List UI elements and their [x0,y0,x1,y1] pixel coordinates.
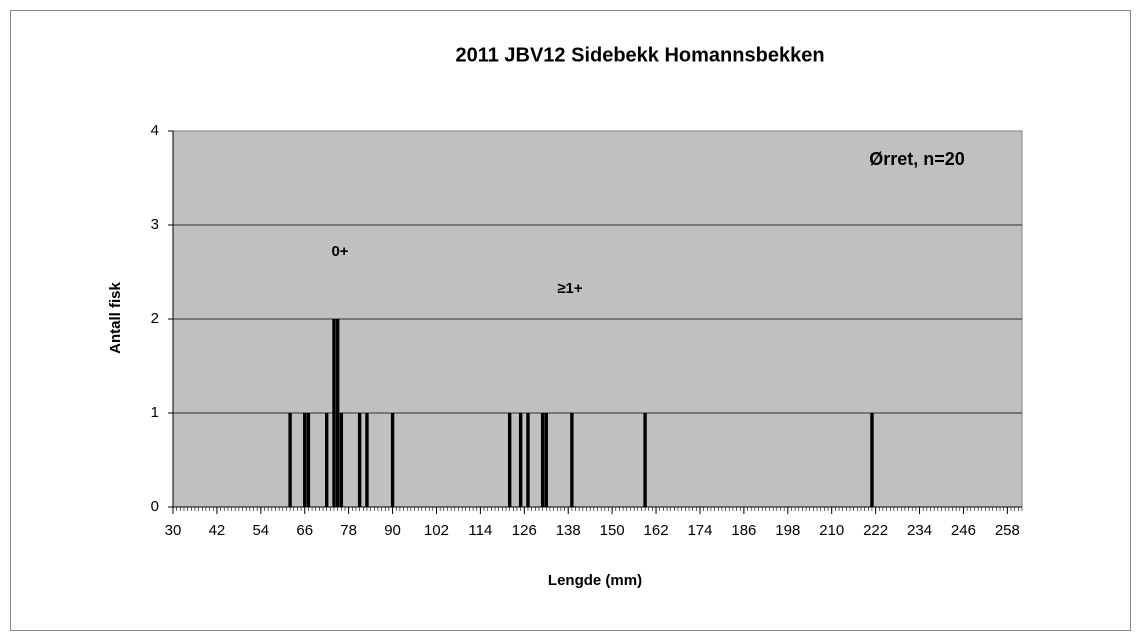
bar [870,413,874,507]
annotation: 0+ [331,243,348,260]
bar [288,413,292,507]
bar [335,319,340,507]
x-tick-label: 258 [995,522,1020,539]
x-tick-label: 102 [424,522,449,539]
x-tick-label: 30 [165,522,182,539]
x-tick-label: 114 [468,522,492,539]
x-tick-label: 126 [512,522,537,539]
bar [526,413,530,507]
bar [339,413,344,507]
bar [643,413,647,507]
bar [357,413,362,507]
bar [390,413,395,507]
annotation: Ørret, n=20 [869,149,965,169]
x-tick-label: 186 [731,522,756,539]
y-tick-label: 2 [151,310,159,327]
y-tick-label: 1 [151,404,159,421]
x-tick-label: 150 [600,522,625,539]
y-tick-label: 3 [151,216,159,233]
x-tick-label: 210 [819,522,844,539]
x-tick-label: 174 [687,522,712,539]
y-tick-label: 4 [151,122,159,139]
bar [570,413,574,507]
bar [332,319,336,507]
x-tick-label: 198 [775,522,800,539]
y-tick-label: 0 [151,498,159,515]
bar [507,413,512,507]
y-axis-label: Antall fisk [107,282,124,354]
x-tick-label: 90 [384,522,401,539]
x-tick-label: 222 [863,522,888,539]
bar [306,413,311,507]
bar [540,413,545,507]
x-tick-label: 78 [340,522,357,539]
bar [303,413,307,507]
x-tick-label: 138 [556,522,581,539]
x-axis-label: Lengde (mm) [548,572,642,589]
x-tick-label: 246 [951,522,976,539]
x-tick-label: 54 [252,522,269,539]
x-tick-label: 234 [907,522,932,539]
bar [518,413,523,507]
bar [365,413,369,507]
annotation: ≥1+ [557,280,583,297]
x-tick-label: 162 [644,522,669,539]
x-tick-label: 66 [296,522,313,539]
x-tick-label: 42 [209,522,226,539]
bar [324,413,329,507]
chart-title: 2011 JBV12 Sidebekk Homannsbekken [455,44,824,66]
bar [544,413,548,507]
